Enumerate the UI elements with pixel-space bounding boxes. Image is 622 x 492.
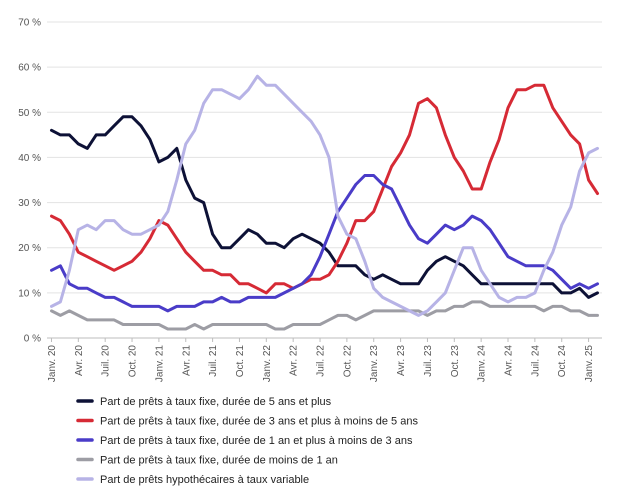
x-tick-label: Juil. 20 bbox=[101, 345, 112, 377]
x-tick-label: Juil. 23 bbox=[423, 345, 434, 377]
y-tick-label: 10 % bbox=[18, 288, 41, 299]
x-tick-label: Avr. 22 bbox=[289, 345, 300, 376]
x-tick-label: Janv. 21 bbox=[154, 345, 165, 382]
y-tick-label: 20 % bbox=[18, 243, 41, 254]
x-tick-label: Avr. 20 bbox=[74, 345, 85, 376]
x-tick-label: Avr. 24 bbox=[504, 345, 515, 376]
series-line-5 bbox=[50, 74, 599, 317]
y-tick-label: 40 % bbox=[18, 153, 41, 164]
x-tick-label: Oct. 23 bbox=[450, 345, 461, 378]
legend-label: Part de prêts hypothécaires à taux varia… bbox=[100, 474, 309, 486]
y-tick-label: 60 % bbox=[18, 63, 41, 74]
x-tick-label: Avr. 23 bbox=[396, 345, 407, 376]
legend-label: Part de prêts à taux fixe, durée de 1 an… bbox=[100, 435, 413, 447]
x-tick-label: Juil. 22 bbox=[316, 345, 327, 377]
x-tick-label: Janv. 20 bbox=[47, 345, 58, 382]
x-tick-label: Oct. 21 bbox=[235, 345, 246, 378]
grid-lines bbox=[47, 21, 602, 339]
y-tick-label: 70 % bbox=[18, 18, 41, 29]
x-tick-label: Janv. 25 bbox=[584, 345, 595, 382]
series-line-4 bbox=[50, 300, 599, 331]
legend-label: Part de prêts à taux fixe, durée de 5 an… bbox=[100, 396, 332, 408]
x-tick-label: Juil. 24 bbox=[530, 345, 541, 377]
series-line-3 bbox=[50, 174, 599, 313]
series-lines bbox=[50, 74, 599, 331]
y-tick-label: 50 % bbox=[18, 108, 41, 119]
series-line-2 bbox=[50, 83, 599, 295]
x-tick-label: Janv. 24 bbox=[477, 345, 488, 382]
axes: 0 % 10 % 20 % 30 % 40 % 50 % 60 % 70 % Janv. 20 A… bbox=[18, 18, 595, 383]
x-tick-label: Avr. 21 bbox=[181, 345, 192, 376]
x-tick-label: Janv. 22 bbox=[262, 345, 273, 382]
legend-label: Part de prêts à taux fixe, durée de 3 an… bbox=[100, 416, 418, 428]
x-tick-label: Juil. 21 bbox=[208, 345, 219, 377]
x-tick-label: Oct. 20 bbox=[128, 345, 139, 378]
legend: Part de prêts à taux fixe, durée de 5 an… bbox=[76, 396, 418, 486]
x-tick-label: Oct. 24 bbox=[557, 345, 568, 378]
y-tick-label: 0 % bbox=[24, 334, 41, 345]
x-tick-label: Janv. 23 bbox=[369, 345, 380, 382]
x-tick-label: Oct. 22 bbox=[342, 345, 353, 378]
legend-label: Part de prêts à taux fixe, durée de moin… bbox=[100, 455, 338, 467]
y-tick-label: 30 % bbox=[18, 198, 41, 209]
